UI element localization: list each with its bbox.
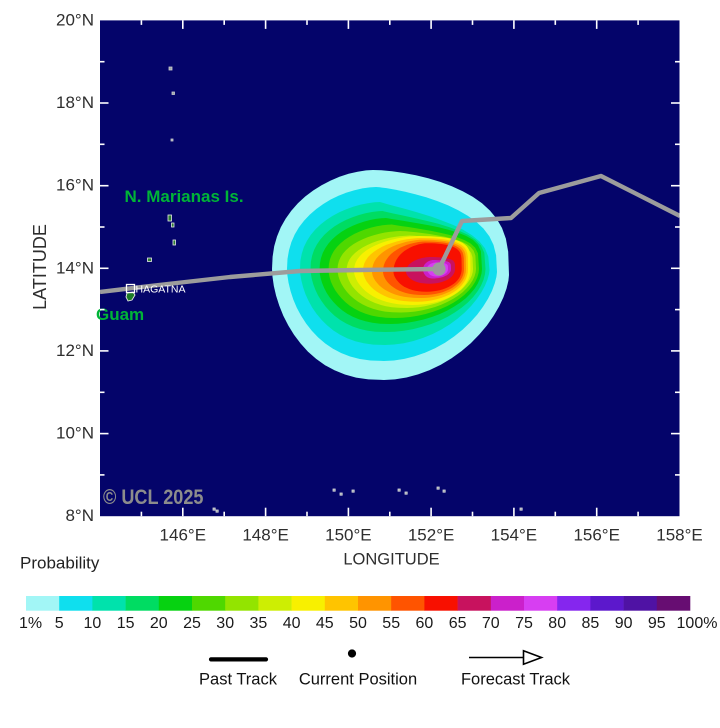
svg-text:146°E: 146°E — [160, 525, 207, 544]
svg-text:HAGATNA: HAGATNA — [136, 284, 186, 296]
svg-text:95: 95 — [648, 615, 666, 632]
svg-text:35: 35 — [250, 615, 268, 632]
svg-text:1%: 1% — [19, 615, 42, 632]
svg-text:15: 15 — [117, 615, 135, 632]
svg-text:18°N: 18°N — [56, 93, 94, 112]
svg-text:50: 50 — [349, 615, 367, 632]
svg-text:152°E: 152°E — [408, 525, 455, 544]
svg-text:20°N: 20°N — [56, 10, 94, 29]
svg-text:10°N: 10°N — [56, 424, 94, 443]
svg-text:LATITUDE: LATITUDE — [30, 224, 50, 310]
svg-text:80: 80 — [548, 615, 566, 632]
svg-text:158°E: 158°E — [656, 525, 703, 544]
svg-text:85: 85 — [582, 615, 600, 632]
svg-text:75: 75 — [515, 615, 533, 632]
svg-text:70: 70 — [482, 615, 500, 632]
svg-text:N. Marianas Is.: N. Marianas Is. — [125, 187, 244, 206]
svg-text:90: 90 — [615, 615, 633, 632]
svg-text:25: 25 — [183, 615, 201, 632]
svg-text:14°N: 14°N — [56, 258, 94, 277]
svg-text:Guam: Guam — [96, 305, 144, 324]
svg-text:148°E: 148°E — [242, 525, 289, 544]
svg-text:40: 40 — [283, 615, 301, 632]
svg-text:154°E: 154°E — [491, 525, 538, 544]
svg-text:20: 20 — [150, 615, 168, 632]
svg-text:Past Track: Past Track — [199, 671, 278, 689]
svg-text:150°E: 150°E — [325, 525, 372, 544]
svg-text:© UCL 2025: © UCL 2025 — [103, 486, 204, 509]
svg-text:10: 10 — [84, 615, 102, 632]
svg-text:55: 55 — [382, 615, 400, 632]
svg-text:16°N: 16°N — [56, 176, 94, 195]
svg-text:45: 45 — [316, 615, 334, 632]
svg-text:Forecast Track: Forecast Track — [461, 671, 571, 689]
svg-text:LONGITUDE: LONGITUDE — [343, 551, 439, 569]
svg-text:65: 65 — [449, 615, 467, 632]
svg-text:12°N: 12°N — [56, 341, 94, 360]
svg-text:5: 5 — [55, 615, 64, 632]
svg-text:Current Position: Current Position — [299, 671, 417, 689]
svg-text:Probability: Probability — [20, 554, 100, 573]
svg-text:60: 60 — [416, 615, 434, 632]
svg-text:8°N: 8°N — [65, 506, 94, 525]
svg-text:156°E: 156°E — [573, 525, 620, 544]
svg-text:30: 30 — [216, 615, 234, 632]
svg-text:100%: 100% — [677, 615, 718, 632]
